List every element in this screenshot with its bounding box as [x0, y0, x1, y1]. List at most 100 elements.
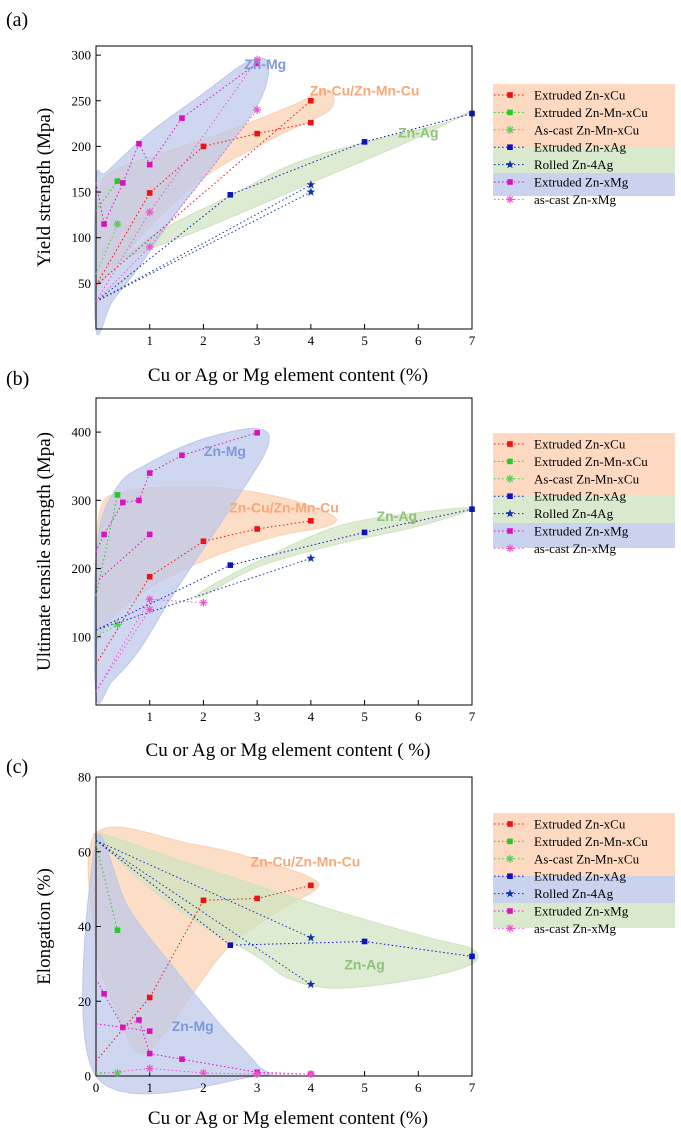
y-tick-label: 400 [72, 425, 92, 440]
legend-label: Extruded Zn-xAg [534, 869, 627, 884]
legend-label: As-cast Zn-Mn-xCu [534, 471, 640, 486]
legend-marker [507, 821, 513, 827]
data-point [145, 595, 154, 604]
x-tick-label: 2 [200, 709, 207, 724]
data-point [145, 1064, 154, 1073]
data-point [199, 598, 208, 607]
data-point [308, 882, 314, 889]
data-point [120, 180, 126, 186]
legend-marker [505, 160, 515, 169]
region-label: Zn-Mg [244, 56, 286, 72]
legend-band [493, 496, 675, 523]
series-line [95, 180, 316, 303]
x-tick-label: 2 [200, 333, 207, 348]
data-point [114, 492, 121, 498]
y-tick-label: 250 [72, 93, 92, 108]
legend-marker [506, 924, 514, 933]
y-tick-label: 60 [78, 844, 91, 859]
data-point [136, 1017, 142, 1023]
legend-band [493, 147, 675, 173]
series-line [95, 220, 122, 275]
x-tick-label: 3 [254, 333, 261, 348]
x-tick-label: 7 [469, 1080, 476, 1095]
legend-marker [507, 92, 513, 98]
x-tick-label: 2 [200, 1080, 207, 1095]
data-point [179, 452, 185, 459]
data-point [120, 499, 126, 506]
y-axis-label: Elongation (%) [34, 868, 55, 985]
legend-label: as-cast Zn-xMg [534, 541, 616, 556]
data-point [200, 538, 207, 545]
data-point [227, 942, 234, 948]
x-tick-label: 3 [254, 1080, 261, 1095]
legend-marker [506, 854, 514, 863]
x-tick-label: 6 [415, 1080, 422, 1095]
legend-label: Extruded Zn-xMg [534, 524, 629, 539]
x-tick-label: 7 [469, 333, 476, 348]
data-point [253, 105, 262, 114]
x-tick-label: 1 [146, 333, 153, 348]
legend-marker [507, 908, 513, 914]
x-axis-label: Cu or Ag or Mg element content (%) [148, 1108, 428, 1129]
y-tick-label: 20 [78, 994, 91, 1009]
region-label: Zn-Ag [398, 124, 438, 140]
series-path [95, 520, 311, 665]
x-tick-label: 1 [146, 709, 153, 724]
series-line [95, 882, 314, 1062]
series-line [95, 605, 154, 692]
series-line [95, 518, 314, 665]
series-path [95, 184, 312, 303]
legend-label: Extruded Zn-Mn-xCu [534, 834, 648, 849]
region-mg [93, 57, 270, 336]
y-tick-label: 100 [72, 629, 92, 644]
legend-label: Rolled Zn-4Ag [534, 886, 614, 901]
data-point [146, 531, 153, 538]
x-tick-label: 4 [308, 709, 315, 724]
region-label: Zn-Ag [344, 956, 384, 972]
data-point [308, 518, 314, 524]
region-label: Zn-Cu/Zn-Mn-Cu [229, 500, 339, 516]
data-point [200, 897, 207, 904]
legend-label: Extruded Zn-xAg [534, 140, 627, 155]
legend-label: Rolled Zn-4Ag [534, 506, 614, 521]
series-line [95, 105, 262, 302]
data-point [179, 1056, 185, 1062]
legend-marker [507, 458, 513, 465]
series-line [95, 119, 314, 286]
legend-marker [507, 144, 513, 150]
legend-marker [506, 474, 514, 483]
data-point [227, 562, 234, 568]
legend-band [493, 876, 675, 903]
data-point [200, 143, 207, 150]
data-point [179, 115, 185, 121]
region-label: Zn-Mg [204, 443, 246, 459]
legend-marker [507, 441, 513, 447]
data-series [95, 840, 475, 1079]
data-series [95, 429, 475, 692]
data-point [306, 180, 316, 189]
series-path [95, 557, 312, 631]
series-path [95, 191, 312, 303]
series-line [95, 844, 121, 934]
series-path [95, 840, 312, 985]
region-label: Zn-Cu/Zn-Mn-Cu [310, 82, 420, 98]
legend-label: Extruded Zn-xAg [534, 489, 627, 504]
legend-marker [506, 125, 514, 134]
legend-marker [505, 509, 515, 518]
data-point [145, 242, 154, 251]
legend-label: Extruded Zn-xMg [534, 904, 629, 919]
data-series [95, 55, 475, 303]
legend-label: Extruded Zn-xMg [534, 175, 629, 190]
data-point [306, 979, 316, 989]
legend-label: As-cast Zn-Mn-xCu [534, 851, 640, 866]
y-axis-label: Ultimate tensile strength (Mpa) [34, 432, 55, 671]
y-tick-label: 100 [72, 230, 92, 245]
legend-band [493, 903, 675, 928]
series-line [95, 110, 475, 302]
legend-label: Extruded Zn-xCu [534, 817, 626, 832]
panel-label: (a) [6, 9, 28, 31]
series-path [95, 840, 473, 957]
data-point [113, 1069, 122, 1078]
y-tick-label: 200 [72, 561, 92, 576]
